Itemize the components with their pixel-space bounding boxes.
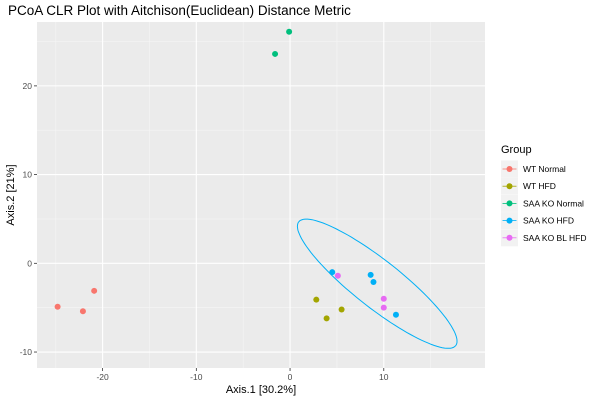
y-tick-label: 0 bbox=[27, 258, 32, 268]
point-saa-ko-normal bbox=[272, 50, 279, 57]
point-saa-ko-hfd bbox=[370, 278, 377, 285]
x-tick-label: -10 bbox=[190, 372, 203, 382]
chart-title: PCoA CLR Plot with Aitchison(Euclidean) … bbox=[8, 3, 351, 18]
legend-key-dot bbox=[506, 166, 513, 172]
point-saa-ko-bl-hfd bbox=[380, 304, 387, 311]
x-tick-label: 0 bbox=[288, 372, 293, 382]
axis-ticks: -20 -10 0 10 -10 0 10 20 bbox=[20, 81, 389, 382]
legend-key-dot bbox=[506, 200, 513, 207]
legend-key-dot bbox=[506, 217, 513, 224]
y-tick-label: 20 bbox=[23, 81, 33, 91]
point-wt-normal bbox=[54, 303, 61, 310]
point-saa-ko-hfd bbox=[392, 311, 399, 318]
legend-key-dot bbox=[506, 183, 513, 190]
legend-label: WT Normal bbox=[523, 164, 566, 174]
point-saa-ko-bl-hfd bbox=[380, 295, 387, 302]
point-wt-hfd bbox=[313, 296, 320, 303]
confidence-ellipses bbox=[296, 218, 458, 349]
point-wt-hfd bbox=[323, 315, 330, 322]
ellipse-saa-ko-hfd bbox=[296, 218, 458, 349]
legend-title: Group bbox=[501, 144, 532, 156]
y-tick-label: -10 bbox=[20, 347, 33, 357]
point-wt-normal bbox=[91, 287, 98, 294]
x-tick-label: 10 bbox=[379, 372, 389, 382]
legend-label: SAA KO HFD bbox=[523, 216, 574, 226]
y-tick-label: 10 bbox=[23, 170, 33, 180]
point-saa-ko-hfd bbox=[329, 269, 336, 276]
legend-items: WT Normal WT HFD SAA KO Normal SAA KO HFD SA… bbox=[501, 160, 586, 247]
legend-item-saa-ko-normal: SAA KO Normal bbox=[501, 194, 584, 212]
point-saa-ko-bl-hfd bbox=[334, 272, 341, 279]
x-tick-label: -20 bbox=[96, 372, 109, 382]
point-wt-normal bbox=[79, 308, 86, 315]
legend-item-wt-normal: WT Normal bbox=[501, 160, 566, 178]
legend: Group WT Normal WT HFD SAA KO Normal SAA KO… bbox=[501, 144, 586, 247]
legend-key-dot bbox=[506, 234, 513, 241]
legend-label: WT HFD bbox=[523, 181, 556, 191]
point-saa-ko-normal bbox=[286, 28, 293, 35]
legend-label: SAA KO Normal bbox=[523, 198, 584, 208]
legend-item-wt-hfd: WT HFD bbox=[501, 177, 556, 195]
point-wt-hfd bbox=[338, 306, 345, 313]
legend-item-saa-ko-hfd: SAA KO HFD bbox=[501, 212, 574, 230]
legend-item-saa-ko-bl-hfd: SAA KO BL HFD bbox=[501, 229, 586, 247]
data-points bbox=[54, 28, 399, 322]
point-saa-ko-hfd bbox=[367, 271, 374, 278]
y-axis-label: Axis.2 [21%] bbox=[5, 164, 17, 225]
x-axis-label: Axis.1 [30.2%] bbox=[226, 384, 296, 396]
plot-panel bbox=[37, 22, 485, 368]
legend-label: SAA KO BL HFD bbox=[523, 233, 586, 243]
